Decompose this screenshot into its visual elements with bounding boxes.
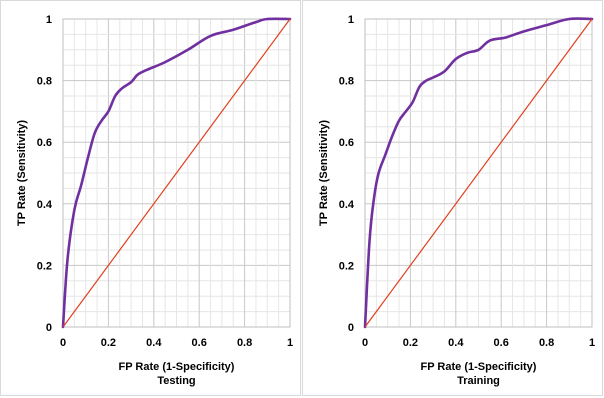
y-tick-label: 1 bbox=[46, 14, 52, 26]
x-tick-label: 0 bbox=[60, 337, 66, 349]
chart-caption: Training bbox=[457, 375, 500, 387]
y-tick-label: 0.6 bbox=[37, 137, 52, 149]
x-tick-label: 1 bbox=[589, 337, 595, 349]
y-tick-label: 0.4 bbox=[37, 199, 53, 211]
x-tick-label: 0.2 bbox=[403, 337, 418, 349]
reference-diagonal-line bbox=[62, 18, 291, 328]
x-tick-label: 0.8 bbox=[539, 337, 554, 349]
chart-panel-testing: 0 0.2 0.4 0.6 0.8 1 0 0.2 0.4 0.6 0.8 1 FP Rate (1-S… bbox=[0, 0, 301, 396]
x-axis-label: FP Rate (1-Specificity) bbox=[421, 361, 537, 373]
y-tick-label: 1 bbox=[348, 14, 354, 26]
roc-chart-testing: 0 0.2 0.4 0.6 0.8 1 0 0.2 0.4 0.6 0.8 1 FP Rate (1-S… bbox=[16, 14, 293, 387]
x-tick-label: 1 bbox=[287, 337, 293, 349]
chart-panel-training: 0 0.2 0.4 0.6 0.8 1 0 0.2 0.4 0.6 0.8 1 FP Rate (1-S… bbox=[302, 0, 603, 396]
plot-area-border bbox=[364, 18, 593, 328]
y-tick-label: 0 bbox=[46, 322, 52, 334]
y-tick-label: 0.8 bbox=[339, 76, 354, 88]
y-tick-label: 0.4 bbox=[339, 199, 355, 211]
x-axis-label: FP Rate (1-Specificity) bbox=[119, 361, 235, 373]
y-tick-label: 0.2 bbox=[37, 260, 52, 272]
y-tick-label: 0.6 bbox=[339, 137, 354, 149]
x-tick-label: 0.4 bbox=[448, 337, 464, 349]
roc-curve-line bbox=[61, 17, 292, 329]
roc-curve-line bbox=[363, 17, 594, 329]
x-tick-label: 0.6 bbox=[494, 337, 509, 349]
roc-chart-training: 0 0.2 0.4 0.6 0.8 1 0 0.2 0.4 0.6 0.8 1 FP Rate (1-S… bbox=[318, 14, 595, 387]
x-tick-label: 0.6 bbox=[192, 337, 207, 349]
y-tick-label: 0 bbox=[348, 322, 354, 334]
y-axis-label: TP Rate (Sensitivity) bbox=[318, 120, 330, 226]
y-tick-label: 0.8 bbox=[37, 76, 52, 88]
plot-area-border bbox=[62, 18, 291, 328]
y-tick-label: 0.2 bbox=[339, 260, 354, 272]
reference-diagonal-line bbox=[364, 18, 593, 328]
x-tick-label: 0 bbox=[362, 337, 368, 349]
x-tick-label: 0.2 bbox=[101, 337, 116, 349]
y-axis-label: TP Rate (Sensitivity) bbox=[16, 120, 28, 226]
chart-caption: Testing bbox=[157, 375, 195, 387]
x-tick-label: 0.4 bbox=[146, 337, 162, 349]
x-tick-label: 0.8 bbox=[237, 337, 252, 349]
